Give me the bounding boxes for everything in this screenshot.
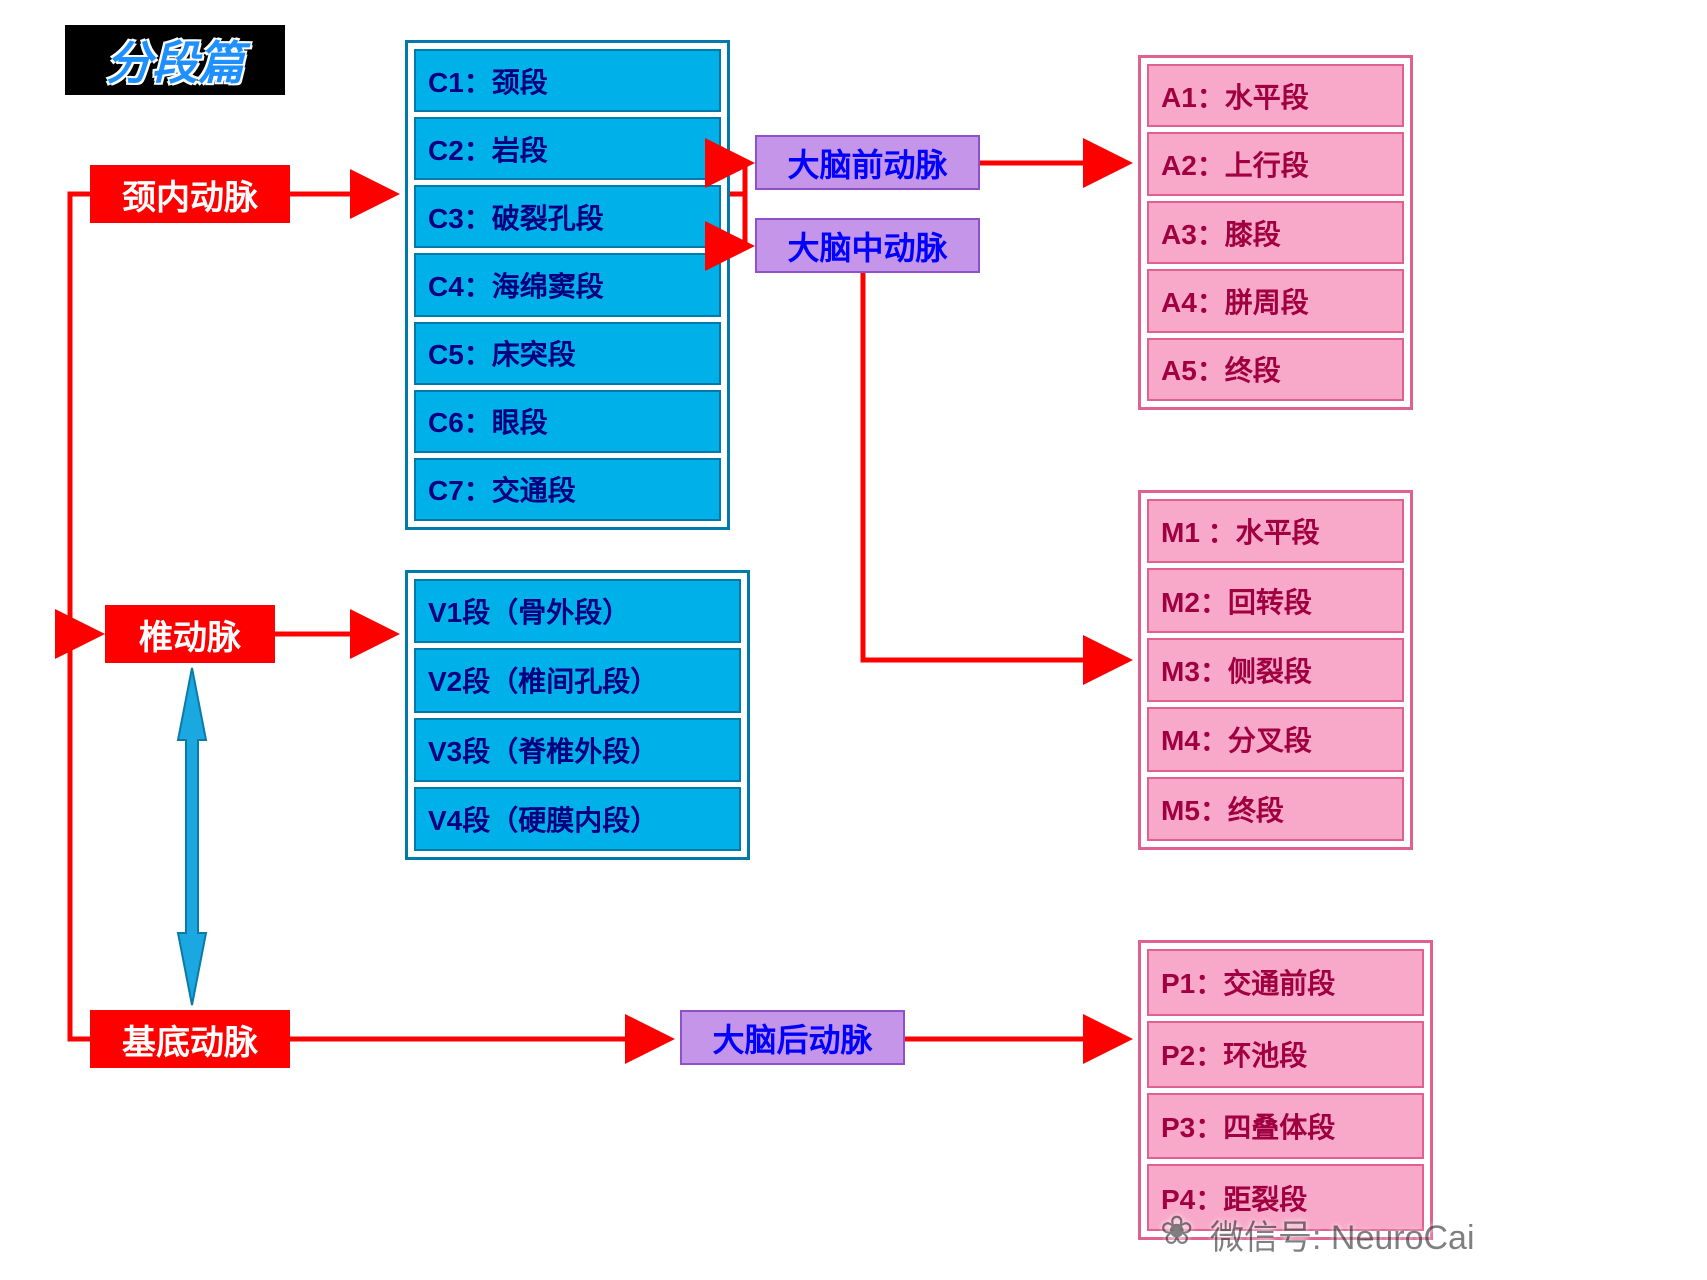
connectors-layer [0, 0, 1707, 1280]
watermark-text: 微信号: NeuroCai [1210, 1210, 1475, 1259]
watermark-icon: ❀ [1160, 1208, 1194, 1254]
double-arrow-icon [178, 668, 206, 1005]
